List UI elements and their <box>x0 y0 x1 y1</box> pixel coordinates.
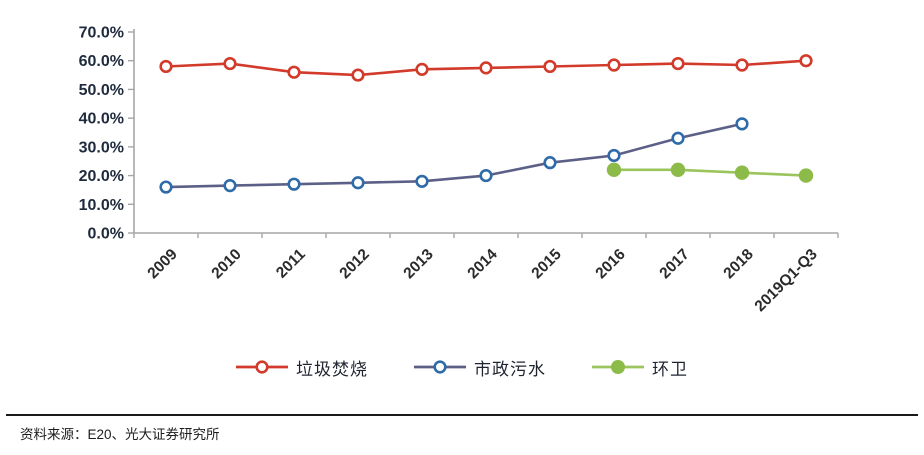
legend-marker <box>255 360 269 374</box>
y-axis-tick-label: 20.0% <box>79 168 124 185</box>
legend-item-waste-incineration: 垃圾焚烧 <box>236 355 368 380</box>
y-axis-tick-label: 30.0% <box>79 139 124 156</box>
marker-waste-incineration <box>159 59 173 74</box>
marker-municipal-sewage <box>479 168 493 183</box>
marker-waste-incineration <box>607 58 621 72</box>
series-line-municipal-sewage <box>165 122 743 189</box>
marker-waste-incineration <box>287 65 301 79</box>
chart-series-markers <box>159 54 814 194</box>
marker-waste-incineration <box>543 59 557 74</box>
y-axis-tick-label: 50.0% <box>79 82 124 99</box>
x-axis-tick-label: 2012 <box>336 246 372 282</box>
x-axis-tick-label: 2009 <box>144 246 181 283</box>
marker-municipal-sewage <box>671 131 685 145</box>
marker-waste-incineration <box>799 54 813 68</box>
marker-waste-incineration <box>479 61 493 75</box>
x-axis-tick-label: 2013 <box>400 246 437 283</box>
marker-waste-incineration <box>671 56 685 71</box>
marker-sanitation <box>734 165 750 180</box>
chart-axes <box>128 29 839 238</box>
y-axis-tick-label: 70.0% <box>79 25 124 42</box>
legend-marker <box>433 360 447 374</box>
marker-municipal-sewage <box>223 179 237 193</box>
marker-waste-incineration <box>351 68 365 82</box>
marker-municipal-sewage <box>415 174 429 188</box>
source-text: 资料来源：E20、光大证券研究所 <box>20 427 220 442</box>
x-axis-tick-label: 2014 <box>464 246 501 283</box>
marker-municipal-sewage <box>543 156 557 170</box>
x-axis-tick-label: 2010 <box>208 246 244 282</box>
legend-marker <box>611 360 625 374</box>
chart-series-lines <box>165 59 807 189</box>
x-axis-tick-label: 2017 <box>656 246 692 282</box>
x-axis-tick-label: 2018 <box>720 246 757 283</box>
series-line-sanitation <box>614 168 807 177</box>
marker-sanitation <box>606 162 622 178</box>
marker-municipal-sewage <box>351 176 365 190</box>
legend-item-sanitation: 环卫 <box>592 355 688 380</box>
marker-municipal-sewage <box>607 148 621 163</box>
legend-item-municipal-sewage: 市政污水 <box>414 355 546 380</box>
line-chart: 0.0% 10.0% 20.0% 30.0% 40.0% 50.0% 60.0% 70.0% 2… <box>79 25 839 316</box>
x-axis-tick-label: 2019Q1-Q3 <box>752 246 822 316</box>
legend-label-sanitation: 环卫 <box>652 359 688 379</box>
y-axis-tick-label: 60.0% <box>79 53 124 70</box>
footer: 资料来源：E20、光大证券研究所 <box>0 414 924 443</box>
marker-municipal-sewage <box>287 177 301 191</box>
y-axis-tick-label: 40.0% <box>79 111 124 128</box>
x-axis-tick-label: 2011 <box>273 246 309 282</box>
legend-marker-icon-waste-incineration <box>236 360 288 374</box>
legend-label-municipal-sewage: 市政污水 <box>474 359 546 379</box>
marker-waste-incineration <box>415 62 429 76</box>
marker-waste-incineration <box>735 58 749 72</box>
y-axis-tick-label: 10.0% <box>79 197 124 214</box>
legend-label-waste-incineration: 垃圾焚烧 <box>296 359 368 379</box>
y-axis-tick-label: 0.0% <box>88 226 124 243</box>
footer-divider <box>6 414 918 416</box>
marker-municipal-sewage <box>159 180 173 194</box>
x-axis-tick-label: 2015 <box>528 246 565 283</box>
marker-sanitation <box>798 168 814 183</box>
marker-waste-incineration <box>223 56 237 71</box>
legend-marker-icon-municipal-sewage <box>414 360 466 374</box>
legend: 垃圾焚烧 市政污水 环卫 <box>0 350 924 384</box>
marker-sanitation <box>670 162 686 178</box>
marker-municipal-sewage <box>735 117 749 131</box>
legend-marker-icon-sanitation <box>592 360 644 374</box>
x-axis-tick-label: 2016 <box>592 246 629 283</box>
